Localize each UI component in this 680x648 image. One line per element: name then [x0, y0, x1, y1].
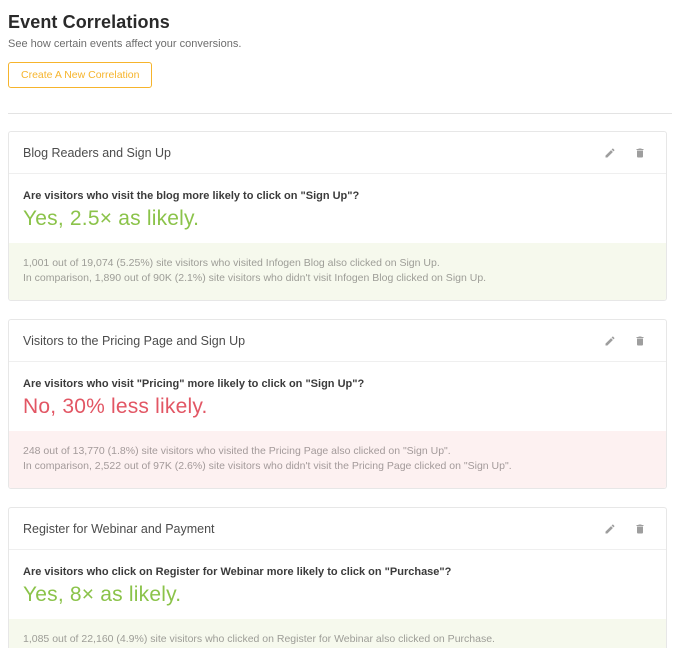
pencil-icon [604, 335, 616, 350]
stat-line: 1,085 out of 22,160 (4.9%) site visitors… [23, 633, 495, 645]
correlation-card: Visitors to the Pricing Page and Sign Up… [8, 319, 667, 489]
header-divider [8, 113, 672, 114]
correlation-title: Blog Readers and Sign Up [23, 146, 172, 160]
create-correlation-button[interactable]: Create A New Correlation [8, 62, 153, 88]
correlation-question: Are visitors who click on Register for W… [23, 566, 452, 578]
correlation-card-header: Register for Webinar and Payment [9, 508, 666, 550]
delete-button[interactable] [632, 333, 648, 349]
correlation-answer: Yes, 8× as likely. [23, 583, 182, 606]
correlation-answer: Yes, 2.5× as likely. [23, 207, 200, 230]
correlation-stats: 1,001 out of 19,074 (5.25%) site visitor… [9, 243, 666, 300]
correlation-card: Register for Webinar and Payment Are vis… [8, 507, 667, 648]
stat-line: In comparison, 1,890 out of 90K (2.1%) s… [23, 272, 487, 284]
page-title: Event Correlations [8, 12, 170, 32]
correlation-title: Visitors to the Pricing Page and Sign Up [23, 334, 246, 348]
correlation-question: Are visitors who visit the blog more lik… [23, 190, 360, 202]
edit-button[interactable] [602, 521, 618, 537]
trash-icon [634, 335, 646, 350]
pencil-icon [604, 147, 616, 162]
correlation-stats: 248 out of 13,770 (1.8%) site visitors w… [9, 431, 666, 488]
correlation-answer: No, 30% less likely. [23, 395, 208, 418]
page-subtitle: See how certain events affect your conve… [8, 38, 242, 50]
pencil-icon [604, 523, 616, 538]
correlation-body: Are visitors who visit "Pricing" more li… [9, 362, 666, 431]
stat-line: In comparison, 2,522 out of 97K (2.6%) s… [23, 460, 512, 472]
card-actions [602, 333, 648, 349]
trash-icon [634, 523, 646, 538]
correlation-question: Are visitors who visit "Pricing" more li… [23, 378, 365, 390]
correlation-stats: 1,085 out of 22,160 (4.9%) site visitors… [9, 619, 666, 648]
correlation-title: Register for Webinar and Payment [23, 522, 215, 536]
edit-button[interactable] [602, 333, 618, 349]
correlation-body: Are visitors who click on Register for W… [9, 550, 666, 619]
card-actions [602, 521, 648, 537]
card-actions [602, 145, 648, 161]
delete-button[interactable] [632, 145, 648, 161]
correlation-card-header: Blog Readers and Sign Up [9, 132, 666, 174]
correlation-list: Blog Readers and Sign Up Are visitors wh… [8, 131, 667, 648]
stat-line: 248 out of 13,770 (1.8%) site visitors w… [23, 445, 451, 457]
edit-button[interactable] [602, 145, 618, 161]
stat-line: 1,001 out of 19,074 (5.25%) site visitor… [23, 257, 440, 269]
correlation-body: Are visitors who visit the blog more lik… [9, 174, 666, 243]
correlation-card-header: Visitors to the Pricing Page and Sign Up [9, 320, 666, 362]
delete-button[interactable] [632, 521, 648, 537]
trash-icon [634, 147, 646, 162]
correlation-card: Blog Readers and Sign Up Are visitors wh… [8, 131, 667, 301]
